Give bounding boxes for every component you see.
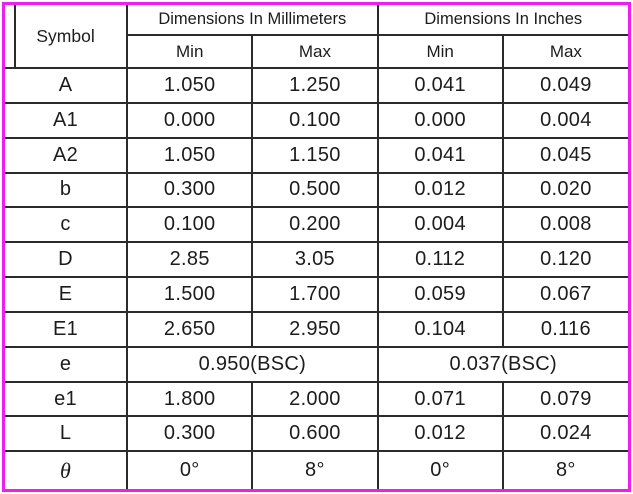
value-cell: 0.104 [376,310,504,348]
value-cell: 2.000 [251,380,379,418]
table-row: e 0.950(BSC) 0.037(BSC) [5,345,628,383]
value-cell: 0.071 [376,380,504,418]
symbol-cell: A1 [5,101,129,139]
value-cell: 0.004 [501,101,628,139]
table-row: E 1.500 1.700 0.059 0.067 [5,276,628,313]
value-cell: 0.024 [501,415,628,453]
value-cell: 3.05 [251,241,379,279]
table-row: L 0.300 0.600 0.012 0.024 [5,415,628,453]
symbol-cell: L [5,415,129,453]
header-sub-row: Min Max Min Max [5,34,628,69]
value-cell: 0.000 [126,101,254,139]
value-cell: 0.049 [501,67,628,104]
column-header-mm-min: Min [127,34,254,69]
value-cell: 1.050 [126,67,254,104]
column-group-inches: Dimensions In Inches [376,5,628,36]
value-cell: 1.250 [251,67,379,104]
value-cell: 2.650 [126,310,254,348]
value-cell: 0.041 [376,67,504,104]
symbol-cell: e1 [5,380,129,418]
column-header-symbol: Symbol [5,5,129,69]
table-row: θ 0° 8° 0° 8° [5,450,628,489]
table-body: A 1.050 1.250 0.041 0.049 A1 0.000 0.100 0.000 0.… [5,67,628,489]
value-cell: 0.012 [376,171,504,209]
column-header-in-max: Max [501,34,628,69]
symbol-cell: e [5,345,129,383]
value-cell: 0.100 [126,206,254,244]
value-cell: 0.950(BSC) [126,345,379,383]
value-cell: 1.500 [126,276,254,313]
value-cell: 0.004 [376,206,504,244]
value-cell: 0° [126,450,254,489]
table-row: A2 1.050 1.150 0.041 0.045 [5,136,628,174]
value-cell: 0.116 [501,310,628,348]
value-cell: 0.041 [376,136,504,174]
value-cell: 1.050 [126,136,254,174]
table-row: c 0.100 0.200 0.004 0.008 [5,206,628,244]
value-cell: 1.150 [251,136,379,174]
value-cell: 0° [376,450,504,489]
value-cell: 0.079 [501,380,628,418]
value-cell: 0.200 [251,206,379,244]
value-cell: 1.700 [251,276,379,313]
table-row: e1 1.800 2.000 0.071 0.079 [5,380,628,418]
value-cell: 0.000 [376,101,504,139]
value-cell: 0.120 [501,241,628,279]
table-row: A1 0.000 0.100 0.000 0.004 [5,101,628,139]
symbol-cell: b [5,171,129,209]
symbol-cell: A [5,67,129,104]
column-header-in-min: Min [376,34,504,69]
value-cell: 0.100 [251,101,379,139]
value-cell: 8° [501,450,628,489]
table-header: Symbol Dimensions In Millimeters Dimensi… [5,5,628,69]
value-cell: 0.012 [376,415,504,453]
table-row: E1 2.650 2.950 0.104 0.116 [5,310,628,348]
value-cell: 0.300 [126,171,254,209]
symbol-cell: E [5,276,129,313]
symbol-cell: D [5,241,129,279]
column-group-millimeters: Dimensions In Millimeters [126,5,379,36]
value-cell: 0.059 [376,276,504,313]
table-row: b 0.300 0.500 0.012 0.020 [5,171,628,209]
symbol-cell: c [5,206,129,244]
value-cell: 2.950 [251,310,379,348]
value-cell: 8° [251,450,379,489]
value-cell: 0.037(BSC) [376,345,628,383]
value-cell: 0.008 [501,206,628,244]
table-row: A 1.050 1.250 0.041 0.049 [5,67,628,104]
dimensions-table: Symbol Dimensions In Millimeters Dimensi… [5,5,628,489]
symbol-cell: E1 [5,310,129,348]
value-cell: 0.067 [501,276,628,313]
symbol-cell: A2 [5,136,129,174]
value-cell: 0.300 [126,415,254,453]
column-header-mm-max: Max [251,34,379,69]
value-cell: 0.500 [251,171,379,209]
value-cell: 2.85 [126,241,254,279]
table-row: D 2.85 3.05 0.112 0.120 [5,241,628,279]
value-cell: 1.800 [126,380,254,418]
symbol-cell: θ [5,450,129,489]
value-cell: 0.112 [376,241,504,279]
value-cell: 0.045 [501,136,628,174]
value-cell: 0.600 [251,415,379,453]
value-cell: 0.020 [501,171,628,209]
header-group-row: Symbol Dimensions In Millimeters Dimensi… [5,5,628,69]
